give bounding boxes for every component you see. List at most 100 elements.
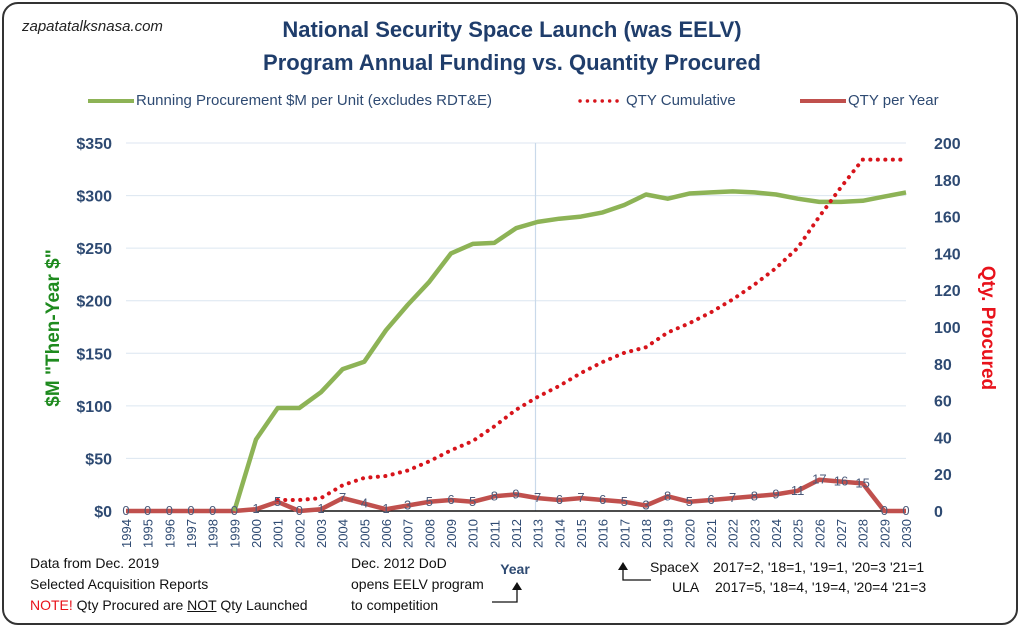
x-tick-label: 2020 bbox=[682, 519, 697, 548]
legend-swatch-dotted-red bbox=[578, 99, 624, 103]
y2-tick-label: 40 bbox=[934, 430, 952, 447]
dod-note-line2: opens EELV program bbox=[351, 576, 484, 592]
x-tick-label: 2018 bbox=[639, 519, 654, 548]
x-tick-label: 2028 bbox=[856, 519, 871, 548]
y2-tick-label: 140 bbox=[934, 246, 961, 263]
qty-per-year-data-label: 4 bbox=[361, 496, 368, 511]
spacex-label: SpaceX bbox=[650, 559, 700, 575]
x-axis-ticks: 1994 1995 1996 1997 1998 1999 2000 2001 2002 2003… bbox=[119, 519, 914, 548]
x-tick-label: 2029 bbox=[877, 519, 892, 548]
legend-item-qty-per-year: QTY per Year bbox=[800, 92, 939, 109]
x-tick-label: 2011 bbox=[487, 520, 502, 548]
y2-tick-label: 100 bbox=[934, 320, 961, 337]
x-tick-label: 1994 bbox=[119, 519, 134, 548]
dod-arrowhead-icon bbox=[512, 582, 522, 590]
x-tick-label: 1997 bbox=[184, 519, 199, 548]
dod-note-line3: to competition bbox=[351, 597, 439, 613]
x-tick-label: 2027 bbox=[834, 519, 849, 548]
right-axis-label: Qty. Procured bbox=[977, 266, 998, 390]
qty-per-year-data-label: 8 bbox=[751, 488, 758, 503]
chart-title-line2: Program Annual Funding vs. Quantity Proc… bbox=[263, 50, 761, 75]
y2-tick-label: 200 bbox=[934, 136, 961, 153]
qty-per-year-data-label: 7 bbox=[729, 490, 736, 505]
series-group bbox=[126, 157, 908, 514]
qty-per-year-data-label: 7 bbox=[577, 490, 584, 505]
x-tick-label: 2016 bbox=[596, 519, 611, 548]
x-tick-label: 2000 bbox=[249, 519, 264, 548]
x-tick-label: 2025 bbox=[791, 519, 806, 548]
qty-per-year-data-label: 3 bbox=[642, 497, 649, 512]
spacex-arrow-icon bbox=[622, 567, 651, 581]
y-tick-label: $50 bbox=[85, 451, 112, 468]
qty-per-year-data-label: 0 bbox=[881, 503, 888, 518]
qty-per-year-data-label: 6 bbox=[556, 492, 563, 507]
legend-label-procurement: Running Procurement $M per Unit (exclude… bbox=[136, 92, 492, 109]
qty-per-year-data-label: 7 bbox=[339, 490, 346, 505]
left-axis-label: $M "Then-Year $" bbox=[43, 249, 64, 406]
x-tick-label: 2030 bbox=[899, 519, 914, 548]
qty-per-year-data-label: 0 bbox=[166, 503, 173, 518]
note-warning-not: NOT bbox=[187, 597, 217, 613]
legend-swatch-red-line bbox=[800, 99, 846, 104]
legend-item-procurement: Running Procurement $M per Unit (exclude… bbox=[88, 92, 492, 109]
qty-per-year-data-label: 8 bbox=[491, 488, 498, 503]
x-tick-label: 1995 bbox=[141, 519, 156, 548]
qty-per-year-data-label: 17 bbox=[812, 472, 826, 487]
qty-per-year-data-label: 5 bbox=[469, 494, 476, 509]
x-tick-label: 2013 bbox=[531, 519, 546, 548]
legend-swatch-green-line bbox=[88, 99, 134, 104]
x-tick-label: 2010 bbox=[466, 519, 481, 548]
note-warning-text2: Qty Launched bbox=[216, 597, 308, 613]
qty-per-year-data-label: 5 bbox=[686, 494, 693, 509]
y-tick-label: $250 bbox=[76, 241, 112, 258]
y-tick-label: $0 bbox=[94, 504, 112, 521]
x-tick-label: 2015 bbox=[574, 519, 589, 548]
legend-label-qty-per-year: QTY per Year bbox=[848, 92, 939, 109]
qty-per-year-data-label: 5 bbox=[426, 494, 433, 509]
x-axis-label: Year bbox=[500, 561, 530, 577]
y2-tick-label: 180 bbox=[934, 173, 961, 190]
left-axis-ticks: $0 $50 $100 $150 $200 $250 $300 $350 bbox=[76, 136, 112, 521]
right-axis-ticks: 0 20 40 60 80 100 120 140 160 180 200 bbox=[934, 136, 961, 521]
site-watermark: zapatatalksnasa.com bbox=[22, 18, 163, 35]
note-data-from: Data from Dec. 2019 bbox=[30, 555, 160, 571]
qty-per-year-data-label: 8 bbox=[664, 488, 671, 503]
qty-per-year-data-label: 6 bbox=[599, 492, 606, 507]
x-tick-label: 2003 bbox=[314, 519, 329, 548]
x-tick-label: 2026 bbox=[812, 519, 827, 548]
qty-per-year-data-label: 1 bbox=[252, 501, 259, 516]
qty-per-year-data-label: 5 bbox=[621, 494, 628, 509]
x-tick-label: 2008 bbox=[422, 519, 437, 548]
qty-per-year-data-label: 16 bbox=[834, 474, 848, 489]
y2-tick-label: 20 bbox=[934, 467, 952, 484]
y-tick-label: $150 bbox=[76, 346, 112, 363]
dod-note-line1: Dec. 2012 DoD bbox=[351, 555, 447, 571]
qty-per-year-data-label: 9 bbox=[772, 486, 779, 501]
qty-per-year-data-label: 0 bbox=[209, 503, 216, 518]
note-source: Selected Acquisition Reports bbox=[30, 576, 209, 592]
y-tick-label: $300 bbox=[76, 189, 112, 206]
legend-item-qty-cumulative: QTY Cumulative bbox=[578, 92, 736, 109]
x-tick-label: 2009 bbox=[444, 519, 459, 548]
x-tick-label: 2006 bbox=[379, 519, 394, 548]
legend-label-qty-cumulative: QTY Cumulative bbox=[626, 92, 736, 109]
chart-title-line1: National Security Space Launch (was EELV… bbox=[282, 17, 742, 42]
ula-label: ULA bbox=[672, 579, 700, 595]
y2-tick-label: 160 bbox=[934, 210, 961, 227]
x-tick-label: 2004 bbox=[336, 519, 351, 548]
qty-per-year-data-label: 0 bbox=[144, 503, 151, 518]
qty-per-year-data-label: 5 bbox=[274, 494, 281, 509]
qty-per-year-data-label: 1 bbox=[382, 501, 389, 516]
spacex-arrowhead-icon bbox=[618, 562, 628, 570]
x-tick-label: 2002 bbox=[292, 519, 307, 548]
qty-per-year-data-label: 11 bbox=[791, 483, 805, 498]
note-warning-text1: Qty Procured are bbox=[72, 597, 188, 613]
x-tick-label: 1998 bbox=[206, 519, 221, 548]
x-tick-label: 2007 bbox=[401, 519, 416, 548]
ula-values: 2017=5, '18=4, '19=4, '20=4 '21=3 bbox=[715, 579, 927, 595]
x-tick-label: 2024 bbox=[769, 519, 784, 548]
y-tick-label: $200 bbox=[76, 294, 112, 311]
spacex-note: SpaceX bbox=[650, 557, 699, 578]
